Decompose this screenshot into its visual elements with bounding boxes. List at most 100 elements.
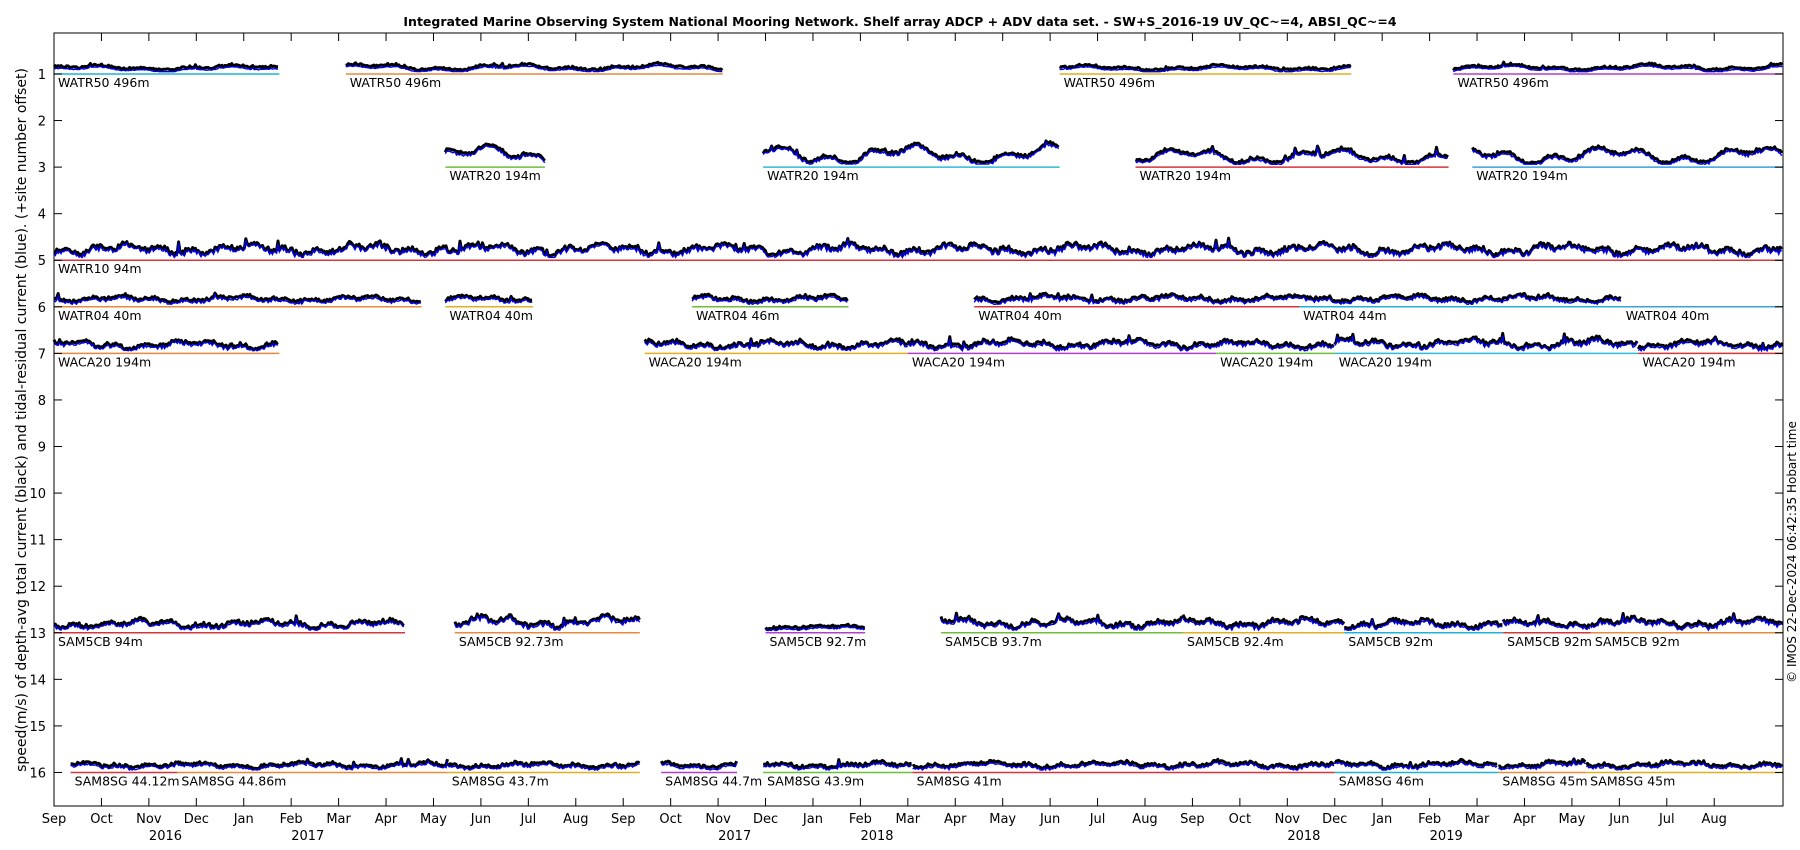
residual-current-trace <box>660 762 738 771</box>
total-current-trace <box>1498 757 1587 770</box>
residual-current-trace <box>1343 618 1503 632</box>
deployment-label: WATR04 40m <box>449 308 533 323</box>
residual-current-trace <box>444 295 533 304</box>
x-tick-label: Jul <box>1658 812 1675 827</box>
y-tick-label: 10 <box>29 487 46 502</box>
residual-current-trace <box>1182 617 1345 632</box>
y-tick-label: 15 <box>29 720 46 735</box>
deployment-36: SAM8SG 45m <box>1498 757 1588 788</box>
x-tick-label: Jul <box>1089 812 1106 827</box>
x-tick-label: Oct <box>1229 812 1251 827</box>
total-current-trace <box>70 760 178 771</box>
residual-current-trace <box>1215 339 1334 352</box>
deployment-18: WACA20 194m <box>1214 337 1335 369</box>
deployment-26: SAM5CB 92m <box>1343 616 1504 649</box>
deployment-35: SAM8SG 46m <box>1333 757 1499 788</box>
total-current-trace <box>761 139 1060 165</box>
x-tick-label: Jan <box>233 812 254 827</box>
total-current-trace <box>1589 612 1784 630</box>
total-current-trace <box>1452 60 1784 73</box>
x-tick-label: Apr <box>1513 812 1536 827</box>
deployment-label: SAM5CB 92m <box>1507 634 1592 649</box>
deployment-21: SAM5CB 94m <box>53 614 406 649</box>
deployment-13: WATR04 44m <box>1299 306 1622 323</box>
total-current-trace <box>53 291 422 305</box>
deployment-8: WATR10 94m <box>53 236 1783 276</box>
deployment-label: WATR50 496m <box>1457 75 1549 90</box>
x-tick-label: Nov <box>136 812 162 827</box>
y-tick-label: 8 <box>38 394 46 409</box>
deployment-label: SAM8SG 43.7m <box>452 773 549 788</box>
x-year-label: 2019 <box>1430 829 1463 844</box>
deployment-32: SAM8SG 44.7m <box>659 759 762 788</box>
deployment-label: WACA20 194m <box>1220 354 1313 369</box>
total-current-trace <box>659 759 739 770</box>
deployment-label: WATR50 496m <box>58 75 150 90</box>
residual-current-trace <box>1334 761 1498 771</box>
total-current-trace <box>691 292 849 305</box>
x-tick-label: Jun <box>1039 812 1060 827</box>
y-tick-label: 14 <box>29 673 46 688</box>
total-current-trace <box>1134 144 1449 165</box>
x-year-label: 2017 <box>718 829 751 844</box>
total-current-trace <box>444 293 533 303</box>
residual-current-trace <box>1498 758 1586 771</box>
deployment-10: WATR04 40m <box>444 293 534 323</box>
deployment-label: WATR20 194m <box>1476 168 1568 183</box>
deployment-label: SAM8SG 45m <box>1502 773 1587 788</box>
x-tick-label: Feb <box>849 812 872 827</box>
deployment-label: SAM8SG 45m <box>1590 773 1675 788</box>
residual-current-trace <box>1502 615 1591 631</box>
residual-current-trace <box>176 759 449 771</box>
x-tick-label: Aug <box>563 812 588 827</box>
chart-title: Integrated Marine Observing System Natio… <box>403 14 1396 30</box>
deployment-19: WACA20 194m <box>1333 331 1639 369</box>
plot-area: WATR50 496m WATR50 496m WATR50 496m WATR50 … <box>52 60 1784 788</box>
x-tick-label: Nov <box>705 812 731 827</box>
residual-current-trace <box>1452 63 1783 73</box>
deployment-label: SAM8SG 44.86m <box>181 773 286 788</box>
total-current-trace <box>1501 614 1592 629</box>
x-tick-label: Mar <box>896 812 921 827</box>
total-current-trace <box>446 759 641 771</box>
x-year-label: 2018 <box>860 829 893 844</box>
deployment-27: SAM5CB 92m <box>1501 614 1592 649</box>
residual-current-trace <box>345 64 723 73</box>
deployment-14: WATR04 40m <box>1621 306 1783 323</box>
deployment-7: WATR20 194m <box>1471 144 1784 183</box>
x-tick-label: Jul <box>520 812 537 827</box>
x-tick-label: May <box>1558 812 1585 827</box>
deployment-label: SAM5CB 92m <box>1348 634 1433 649</box>
residual-current-trace <box>907 336 1217 353</box>
y-tick-label: 6 <box>38 301 46 316</box>
x-tick-label: Oct <box>659 812 681 827</box>
residual-current-trace <box>940 612 1183 631</box>
credit-text: © IMOS 22-Dec-2024 06:42:35 Hobart time <box>1785 421 1799 683</box>
y-tick-label: 3 <box>38 161 46 176</box>
x-tick-label: Aug <box>1702 812 1727 827</box>
deployment-label: WATR04 40m <box>978 308 1062 323</box>
deployment-9: WATR04 40m <box>53 291 422 323</box>
x-tick-label: Mar <box>1465 812 1490 827</box>
residual-current-trace <box>1059 65 1351 73</box>
y-tick-label: 5 <box>38 254 46 269</box>
deployment-2: WATR50 496m <box>1058 62 1352 90</box>
x-tick-label: Jan <box>802 812 823 827</box>
deployment-15: WACA20 194m <box>52 338 280 369</box>
total-current-trace <box>764 622 866 631</box>
deployment-label: SAM5CB 92.4m <box>1187 634 1284 649</box>
residual-current-trace <box>1334 335 1638 352</box>
residual-current-trace <box>53 65 279 73</box>
deployment-20: WACA20 194m <box>1636 335 1784 369</box>
residual-current-trace <box>53 340 279 352</box>
deployment-label: SAM8SG 41m <box>917 773 1002 788</box>
residual-current-trace <box>973 294 1622 306</box>
deployment-4: WATR20 194m <box>443 142 546 183</box>
deployment-label: SAM8SG 46m <box>1339 773 1424 788</box>
x-tick-label: Sep <box>1180 812 1205 827</box>
x-tick-label: Mar <box>326 812 351 827</box>
total-current-trace <box>643 337 909 351</box>
residual-current-trace <box>644 339 908 352</box>
x-tick-label: May <box>420 812 447 827</box>
deployment-label: WATR04 40m <box>58 308 142 323</box>
